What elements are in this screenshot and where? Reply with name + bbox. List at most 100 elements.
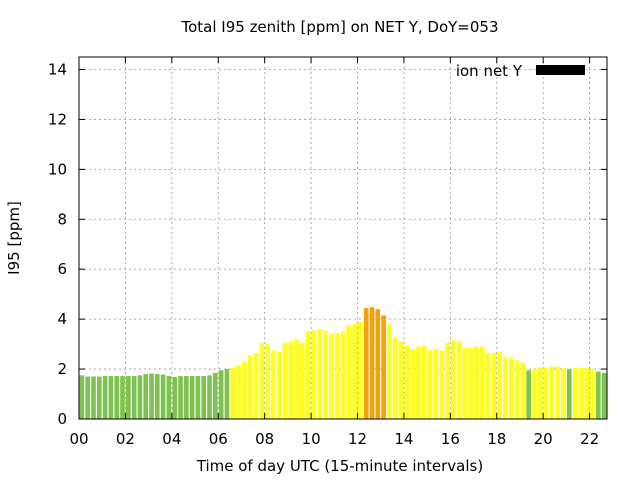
bar [346,325,352,419]
bar [381,315,386,419]
bar [91,376,96,419]
y-tick-label: 2 [57,360,67,378]
y-tick-label: 0 [57,410,67,428]
bar [474,346,479,419]
bars [79,307,607,419]
bar [253,352,259,419]
bar [230,367,236,419]
x-tick-label: 18 [487,430,506,448]
bar [549,366,555,419]
bar [456,341,462,419]
bar [595,371,601,419]
bar [532,369,537,419]
x-tick-label: 20 [534,430,553,448]
bar [503,356,508,419]
bar [143,374,149,419]
bar [439,350,444,419]
bar [201,376,207,419]
bar [137,375,143,419]
bar [218,370,224,419]
bar [450,340,456,419]
bar [242,361,247,419]
bar [578,367,584,419]
bar [184,376,189,419]
y-axis-label: I95 [ppm] [5,201,23,275]
bar [543,367,549,419]
bar [224,369,230,419]
bar [311,330,317,419]
x-axis-label: Time of day UTC (15-minute intervals) [196,457,483,475]
x-tick-label: 06 [209,430,228,448]
bar [392,337,398,419]
bar [334,332,340,419]
bar [375,309,381,419]
bar [247,355,253,419]
bar [352,324,357,419]
bar [572,367,578,419]
bar [427,350,433,419]
bar [265,344,270,419]
y-tick-label: 6 [57,260,67,278]
bar [288,341,294,419]
bar [120,376,125,419]
bar [131,376,137,419]
bar [508,357,514,419]
y-tick-label: 10 [48,160,67,178]
bar [79,375,85,419]
bar [479,346,485,419]
bar [155,374,160,419]
x-tick-label: 14 [394,430,413,448]
bar [421,345,427,419]
bar [601,372,607,419]
bar [305,331,311,419]
bar [497,351,502,419]
bar [294,339,299,419]
bar [462,347,468,419]
bar [416,346,421,419]
bar [108,376,114,419]
bar [166,376,172,419]
bar [520,362,526,419]
y-tick-label: 12 [48,110,67,128]
bar [282,342,288,419]
bar [468,347,473,419]
bar [300,342,305,419]
bar [160,374,166,419]
bar [555,366,561,419]
x-tick-label: 16 [441,430,460,448]
bar [271,350,276,419]
bar [329,334,334,419]
bar [485,352,491,419]
bar [433,349,439,419]
y-tick-label: 8 [57,210,67,228]
bar [561,367,566,419]
bar [340,331,346,419]
bar [445,342,450,419]
x-tick-label: 12 [348,430,367,448]
bar [102,376,108,419]
bar [96,376,102,419]
bar [323,330,328,419]
bar [398,341,404,419]
bar [178,376,183,419]
bar [172,377,178,419]
grid [79,57,607,419]
bar [195,376,201,419]
x-tick-label: 08 [255,430,274,448]
bar [276,351,282,419]
x-tick-label: 02 [116,430,135,448]
bar [491,352,497,419]
bar [566,369,572,419]
x-tick-label: 04 [162,430,181,448]
bar [514,360,520,419]
x-tick-label: 10 [302,430,321,448]
x-tick-label: 00 [69,430,88,448]
x-tick-label: 22 [580,430,599,448]
bar [537,367,543,419]
bar [236,365,241,419]
plot-frame [78,56,608,420]
bar [125,376,131,419]
chart-title: Total I95 zenith [ppm] on NET Y, DoY=053 [180,18,498,36]
